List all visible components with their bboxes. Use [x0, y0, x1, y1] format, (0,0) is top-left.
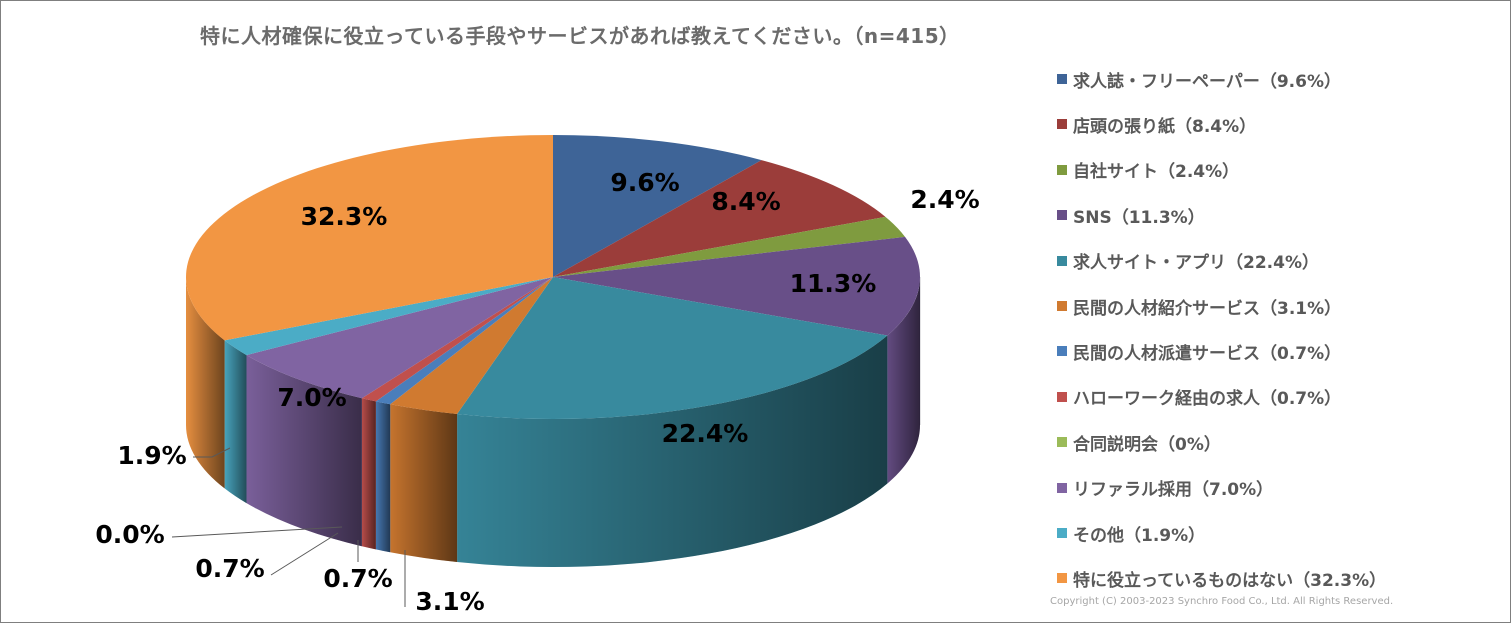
legend-label: 民間の人材紹介サービス（3.1%）: [1073, 298, 1342, 319]
pie-slice-side-shade: [186, 277, 225, 489]
pie-slice-side-shade: [887, 277, 920, 484]
legend-swatch: [1057, 74, 1067, 84]
legend-label: 自社サイト（2.4%）: [1073, 162, 1240, 183]
pie-slice-side: [887, 277, 920, 484]
leader-line: [270, 532, 339, 576]
data-label: 0.7%: [195, 554, 264, 583]
pie-slice: [390, 277, 553, 415]
legend-swatch: [1057, 164, 1067, 175]
pie-slice-side: [246, 355, 362, 547]
legend-swatch: [1057, 528, 1067, 538]
legend-label: その他（1.9%）: [1073, 525, 1206, 546]
leader-line: [171, 526, 343, 538]
legend-item: 民間の人材紹介サービス（3.1%）: [1057, 293, 1341, 319]
legend-label: 特に役立っているものはない（32.3%）: [1073, 570, 1387, 591]
pie-slice: [553, 216, 906, 277]
legend-item: リファラル採用（7.0%）: [1057, 475, 1273, 501]
legend-item: 特に役立っているものはない（32.3%）: [1057, 565, 1386, 591]
pie-slice-side-shade: [390, 404, 458, 563]
pie-slice: [457, 277, 888, 419]
legend-label: 民間の人材派遣サービス（0.7%）: [1073, 343, 1342, 364]
legend-swatch: [1057, 210, 1067, 221]
legend-label: 合同説明会（0%）: [1073, 434, 1221, 455]
legend-swatch: [1057, 255, 1067, 266]
legend-item: 店頭の張り紙（8.4%）: [1057, 111, 1256, 137]
legend-swatch: [1057, 437, 1067, 448]
legend-swatch: [1057, 119, 1067, 130]
legend-label: 求人誌・フリーペーパー（9.6%）: [1073, 71, 1341, 92]
data-label: 2.4%: [910, 185, 979, 214]
pie-slice: [246, 277, 554, 399]
pie-slice-side-shade: [375, 401, 391, 553]
data-label: 3.1%: [415, 587, 484, 616]
legend-swatch: [1057, 482, 1067, 493]
pie-slice-side: [457, 335, 888, 567]
data-label: 0.7%: [323, 564, 392, 593]
legend-swatch: [1057, 391, 1067, 402]
data-label: 32.3%: [301, 202, 388, 231]
data-label: 9.6%: [610, 168, 679, 197]
chart-title: 特に人材確保に役立っている手段やサービスがあれば教えてください。（n=415）: [200, 24, 960, 48]
pie-slice: [186, 135, 554, 341]
pie-slice: [553, 160, 886, 277]
pie-slice: [553, 236, 921, 336]
legend-label: リファラル採用（7.0%）: [1073, 480, 1274, 501]
legend-swatch: [1057, 346, 1067, 357]
leader-line: [193, 447, 231, 458]
legend-label: 店頭の張り紙（8.4%）: [1073, 116, 1257, 137]
data-label: 11.3%: [790, 269, 877, 298]
legend-item: 求人誌・フリーペーパー（9.6%）: [1057, 66, 1341, 92]
pie-slice: [375, 277, 553, 405]
data-label: 7.0%: [277, 383, 346, 412]
legend-item: その他（1.9%）: [1057, 520, 1205, 546]
legend-item: 求人サイト・アプリ（22.4%）: [1057, 248, 1319, 274]
pie-slice-side: [390, 404, 458, 563]
pie-slice-side-shade: [246, 355, 362, 547]
data-label: 1.9%: [117, 441, 186, 470]
pie-slice-side: [186, 277, 225, 489]
pie-slice-side: [361, 398, 376, 550]
pie-slice-side-shade: [224, 340, 247, 504]
data-label: 8.4%: [711, 187, 780, 216]
pie-slice-side: [224, 340, 247, 504]
data-label: 0.0%: [95, 520, 164, 549]
legend-swatch: [1057, 301, 1067, 311]
legend-item: 民間の人材派遣サービス（0.7%）: [1057, 338, 1341, 364]
pie-slice-side-shade: [361, 398, 376, 550]
legend-item: 自社サイト（2.4%）: [1057, 157, 1239, 183]
pie-slice: [553, 135, 762, 277]
pie-slice-side: [375, 401, 391, 553]
copyright-text: Copyright (C) 2003-2023 Synchro Food Co.…: [1050, 596, 1394, 607]
pie-slice: [361, 277, 553, 402]
pie-slice: [224, 277, 553, 356]
legend-item: 合同説明会（0%）: [1057, 429, 1221, 455]
legend-item: ハローワーク経由の求人（0.7%）: [1057, 384, 1341, 410]
legend-label: SNS（11.3%）: [1073, 207, 1205, 228]
data-label: 22.4%: [662, 419, 749, 448]
legend-swatch: [1057, 573, 1067, 584]
legend-label: 求人サイト・アプリ（22.4%）: [1073, 253, 1319, 274]
legend-item: SNS（11.3%）: [1057, 202, 1205, 228]
legend-label: ハローワーク経由の求人（0.7%）: [1073, 389, 1342, 410]
pie-slice-side-shade: [457, 335, 888, 567]
